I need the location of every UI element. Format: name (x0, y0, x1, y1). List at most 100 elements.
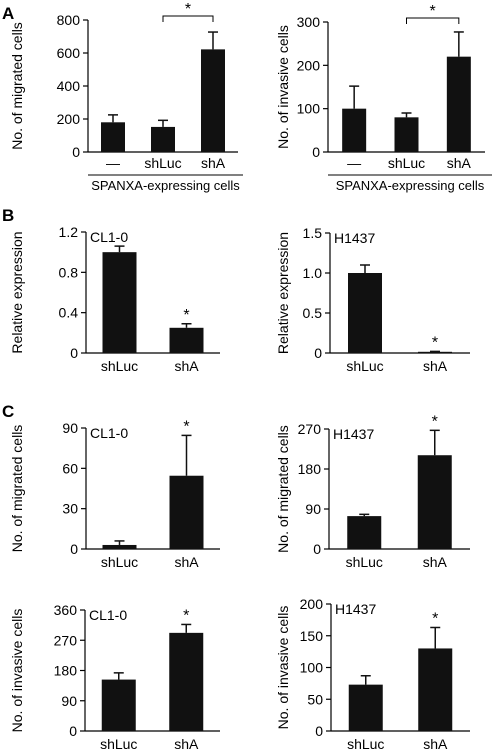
y-tick-label: 0 (314, 345, 322, 361)
bar (101, 122, 125, 152)
y-axis-title: No. of invasive cells (9, 609, 25, 733)
bar (169, 327, 204, 353)
y-tick-label: 400 (57, 78, 81, 94)
significance-star: * (430, 3, 436, 20)
category-label: shA (174, 554, 199, 570)
chart-7: 0 90 180 270 360 No. of invasive cells CL1-0 sh… (9, 602, 220, 751)
chart-inner-label: H1437 (333, 426, 374, 442)
category-label: shA (201, 155, 226, 171)
y-tick-label: 60 (62, 460, 78, 476)
significance-star: * (432, 610, 438, 627)
significance-star: * (183, 607, 189, 624)
y-tick-label: 0 (69, 723, 77, 739)
category-label: — (106, 155, 120, 171)
category-label: — (347, 155, 361, 171)
group-label: SPANXA-expressing cells (91, 178, 240, 193)
y-tick-label: 0.5 (303, 305, 323, 321)
chart-inner-label: CL1-0 (90, 229, 128, 245)
significance-star: * (432, 413, 438, 430)
category-label: shA (174, 358, 199, 374)
chart-5: 0 30 60 90 No. of migrated cells CL1-0 shLuc sh… (9, 418, 220, 570)
y-tick-label: 0 (313, 541, 321, 557)
chart-2: 0 100 200 300 No. of invasive cells — shLuc shA… (275, 3, 492, 193)
y-tick-label: 90 (305, 501, 321, 517)
bar (102, 252, 137, 353)
y-axis-title: No. of invasive cells (275, 25, 291, 149)
y-tick-label: 200 (300, 596, 324, 612)
significance-star: * (183, 418, 189, 435)
y-axis-title: No. of migrated cells (275, 425, 291, 553)
y-tick-label: 180 (54, 663, 78, 679)
y-tick-label: 0 (72, 144, 80, 160)
chart-inner-label: CL1-0 (89, 607, 127, 623)
bar (418, 351, 452, 353)
y-tick-label: 200 (57, 111, 81, 127)
panel-label-b: B (2, 206, 14, 225)
category-label: shA (423, 736, 448, 751)
bar (394, 117, 419, 152)
category-label: shLuc (100, 736, 137, 751)
y-tick-label: 270 (54, 632, 78, 648)
y-tick-label: 200 (297, 57, 321, 73)
chart-inner-label: H1437 (334, 230, 375, 246)
y-tick-label: 0 (70, 345, 78, 361)
category-label: shLuc (346, 358, 383, 374)
significance-bracket (406, 17, 460, 24)
y-axis-title: No. of migrated cells (9, 22, 25, 150)
y-tick-label: 1.5 (303, 225, 323, 241)
category-label: shA (423, 554, 448, 570)
chart-6: 0 90 180 270 No. of migrated cells H1437 shLuc… (275, 413, 470, 570)
y-axis-title: No. of migrated cells (9, 425, 25, 553)
chart-3: 0 0.4 0.8 1.2 Relative expression CL1-0 shLuc s… (9, 224, 220, 374)
y-tick-label: 30 (62, 501, 78, 517)
y-tick-label: 90 (61, 693, 77, 709)
chart-1: 0 200 400 600 800 No. of migrated cells — shLuc… (9, 1, 243, 193)
panel-label-a: A (2, 4, 14, 23)
chart-inner-label: H1437 (335, 601, 376, 617)
category-label: shLuc (346, 554, 383, 570)
category-label: shLuc (101, 358, 138, 374)
y-axis-title: Relative expression (9, 231, 25, 353)
y-tick-label: 0.8 (59, 264, 79, 280)
y-axis-title: No. of invasive cells (275, 606, 291, 730)
bar (446, 56, 471, 152)
y-tick-label: 360 (54, 602, 78, 618)
category-label: shLuc (388, 155, 425, 171)
y-tick-label: 0.4 (59, 305, 79, 321)
y-tick-label: 0 (315, 723, 323, 739)
y-tick-label: 800 (57, 12, 81, 28)
bar (348, 273, 382, 353)
y-tick-label: 300 (297, 14, 321, 30)
bar (348, 684, 383, 731)
bar (151, 126, 175, 152)
significance-bracket (162, 15, 214, 22)
category-label: shA (423, 358, 448, 374)
bar (101, 679, 136, 731)
chart-inner-label: CL1-0 (90, 425, 128, 441)
y-tick-label: 90 (62, 420, 78, 436)
significance-star: * (183, 307, 189, 324)
bar (201, 49, 225, 153)
bar (347, 516, 382, 549)
panel-label-c: C (2, 402, 14, 421)
bar (342, 108, 367, 152)
category-label: shLuc (347, 736, 384, 751)
y-tick-label: 0 (312, 144, 320, 160)
y-tick-label: 1.2 (59, 224, 79, 240)
y-tick-label: 1.0 (303, 265, 323, 281)
category-label: shLuc (144, 155, 181, 171)
y-tick-label: 50 (307, 691, 323, 707)
y-tick-label: 0 (70, 541, 78, 557)
category-label: shLuc (101, 554, 138, 570)
y-tick-label: 600 (57, 45, 81, 61)
y-tick-label: 150 (300, 628, 324, 644)
bar (102, 544, 137, 549)
y-tick-label: 100 (300, 660, 324, 676)
chart-4: 0 0.5 1.0 1.5 Relative expression H1437 shLuc s… (275, 225, 470, 374)
bar (169, 475, 204, 549)
significance-star: * (185, 1, 191, 18)
y-axis-title: Relative expression (275, 232, 291, 354)
category-label: shA (447, 155, 472, 171)
